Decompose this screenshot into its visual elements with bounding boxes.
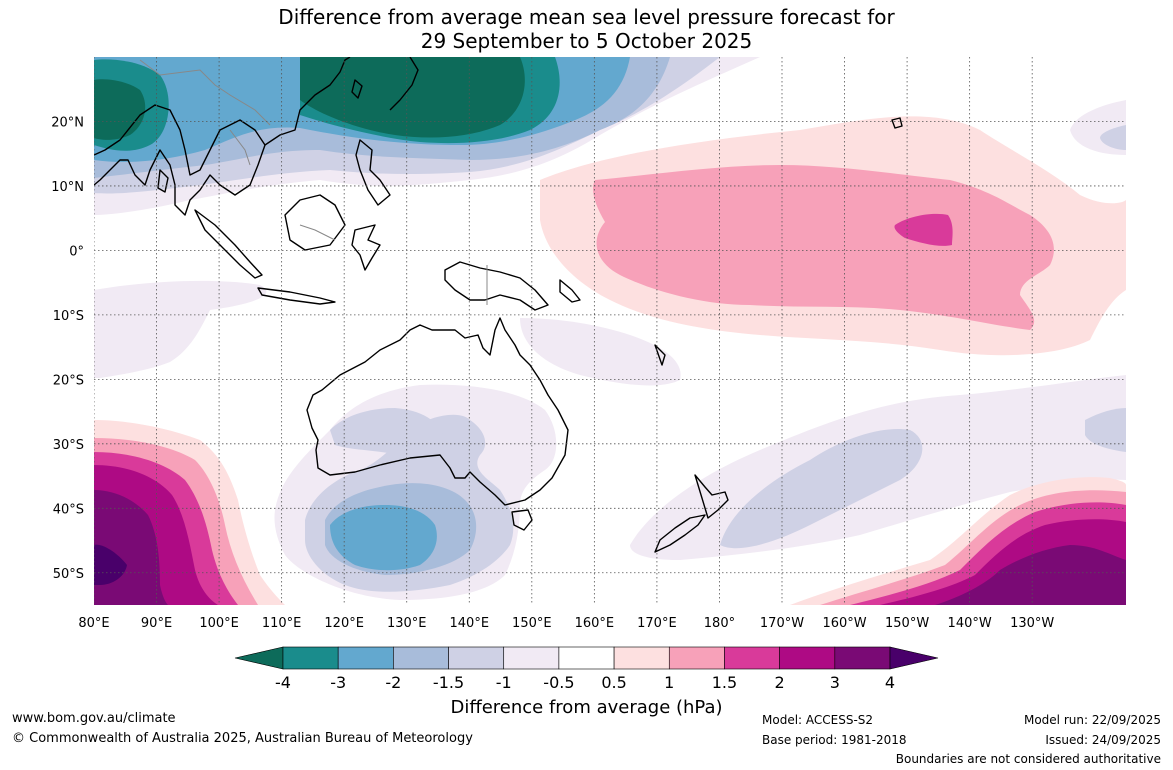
longitude-label: 140°E bbox=[450, 616, 490, 631]
colorbar-tick-label: 1 bbox=[664, 673, 674, 692]
graticule bbox=[94, 57, 1126, 605]
latitude-label: 20°S bbox=[53, 373, 84, 388]
issued-date: Issued: 24/09/2025 bbox=[1045, 733, 1161, 747]
colorbar-tick-label: -1 bbox=[496, 673, 512, 692]
coral-sea-negative-patch bbox=[520, 318, 681, 386]
colorbar-tick-label: 3 bbox=[830, 673, 840, 692]
latitude-label: 10°N bbox=[51, 180, 84, 195]
latitude-label: 30°S bbox=[53, 438, 84, 453]
longitude-label: 90°E bbox=[141, 616, 172, 631]
philippines-coastline bbox=[355, 139, 391, 206]
sulawesi-coastline bbox=[351, 224, 381, 271]
latitude-label: 40°S bbox=[53, 502, 84, 517]
borneo-coastline bbox=[284, 194, 346, 251]
map-plot-area bbox=[94, 57, 1126, 605]
map-title-line1: Difference from average mean sea level p… bbox=[278, 5, 895, 29]
longitude-label: 130°E bbox=[387, 616, 427, 631]
colorbar bbox=[234, 646, 939, 670]
japan-coastline bbox=[389, 57, 419, 111]
longitude-label: 130°W bbox=[1010, 616, 1054, 631]
longitude-label: 160°E bbox=[575, 616, 615, 631]
website-link[interactable]: www.bom.gov.au/climate bbox=[12, 711, 176, 726]
tasmania-coastline bbox=[511, 509, 533, 531]
colorbar-tick-label: -0.5 bbox=[543, 673, 574, 692]
colorbar-segment bbox=[668, 646, 725, 670]
latitude-labels: 20°N 10°N 0° 10°S 20°S 30°S 40°S 50°S bbox=[51, 115, 84, 581]
colorbar-segment bbox=[337, 646, 394, 670]
longitude-label: 170°E bbox=[637, 616, 677, 631]
longitude-label: 140°W bbox=[948, 616, 992, 631]
longitude-label: 180° bbox=[704, 616, 735, 631]
colorbar-tick-label: 1.5 bbox=[712, 673, 737, 692]
colorbar-segment bbox=[503, 646, 560, 670]
colorbar-segment bbox=[448, 646, 505, 670]
longitude-labels: 80°E 90°E 100°E 110°E 120°E 130°E 140°E 150°E 16… bbox=[78, 616, 1054, 631]
colorbar-tick-label: -3 bbox=[330, 673, 346, 692]
south-west-positive-anomaly bbox=[94, 420, 285, 605]
colorbar-tick-label: -4 bbox=[275, 673, 291, 692]
longitude-label: 120°E bbox=[324, 616, 364, 631]
colorbar-segment bbox=[613, 646, 670, 670]
model-name: Model: ACCESS-S2 bbox=[762, 713, 874, 727]
asia-coastline bbox=[94, 104, 266, 216]
colorbar-tick-label: 2 bbox=[775, 673, 785, 692]
colorbar-segment bbox=[779, 646, 836, 670]
colorbar-segment bbox=[282, 646, 339, 670]
longitude-label: 150°W bbox=[885, 616, 929, 631]
base-period: Base period: 1981-2018 bbox=[762, 733, 907, 747]
northern-negative-anomaly bbox=[94, 57, 760, 215]
colorbar-under-arrow bbox=[234, 646, 284, 670]
sumatra-coastline bbox=[194, 209, 263, 279]
latitude-label: 0° bbox=[69, 244, 84, 259]
colorbar-label: Difference from average (hPa) bbox=[450, 697, 723, 718]
colorbar-tick-label: 4 bbox=[885, 673, 895, 692]
colorbar-segment bbox=[724, 646, 780, 670]
latitude-label: 20°N bbox=[51, 115, 84, 130]
new-zealand-coastline bbox=[654, 474, 729, 553]
country-boundaries bbox=[139, 59, 488, 305]
map-title-line2: 29 September to 5 October 2025 bbox=[420, 29, 753, 53]
indian-ocean-negative-patch bbox=[94, 280, 267, 378]
latitude-label: 10°S bbox=[53, 309, 84, 324]
colorbar-tick-label: -1.5 bbox=[433, 673, 464, 692]
colorbar-over-arrow bbox=[889, 646, 939, 670]
longitude-label: 110°E bbox=[262, 616, 302, 631]
model-run-date: Model run: 22/09/2025 bbox=[1023, 713, 1161, 727]
copyright-notice: © Commonwealth of Australia 2025, Austra… bbox=[12, 731, 473, 746]
colorbar-tick-labels: -4 -3 -2 -1.5 -1 -0.5 0.5 1 1.5 2 3 4 bbox=[275, 673, 895, 692]
longitude-label: 80°E bbox=[78, 616, 109, 631]
colorbar-segment bbox=[558, 646, 615, 670]
colorbar-segment bbox=[393, 646, 449, 670]
colorbar-segment bbox=[834, 646, 891, 670]
boundaries-disclaimer: Boundaries are not considered authoritat… bbox=[895, 752, 1161, 766]
latitude-label: 50°S bbox=[53, 567, 84, 582]
longitude-label: 150°E bbox=[512, 616, 552, 631]
australia-coastline bbox=[306, 317, 569, 506]
longitude-label: 170°W bbox=[760, 616, 804, 631]
colorbar-tick-label: 0.5 bbox=[601, 673, 626, 692]
australian-negative-anomaly bbox=[274, 384, 557, 600]
central-pacific-positive-anomaly bbox=[540, 116, 1126, 356]
java-coastline bbox=[257, 287, 336, 305]
longitude-label: 160°W bbox=[822, 616, 866, 631]
colorbar-tick-label: -2 bbox=[385, 673, 401, 692]
longitude-label: 100°E bbox=[199, 616, 239, 631]
south-pacific-negative-anomaly bbox=[630, 375, 1126, 560]
